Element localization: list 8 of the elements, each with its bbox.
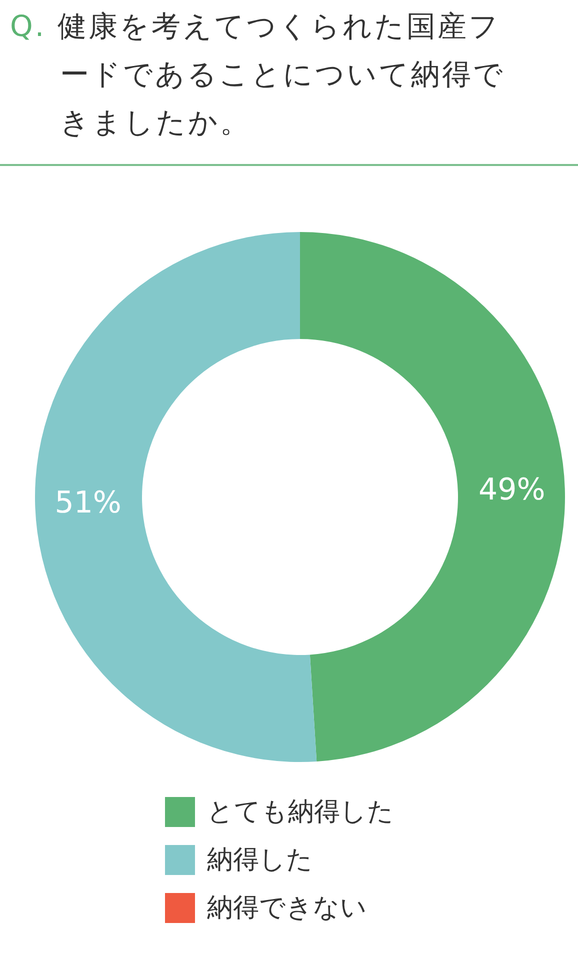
donut-slice xyxy=(35,232,317,762)
legend-label: 納得した xyxy=(207,845,313,875)
legend-label: とても納得した xyxy=(207,797,394,827)
data-label: 51% xyxy=(54,486,122,521)
legend-label: 納得できない xyxy=(207,893,367,923)
chart-title: Q. 健康を考えてつくられた国産フードであることについて納得できましたか。 xyxy=(10,8,506,141)
donut-slice xyxy=(300,232,565,762)
data-label: 49% xyxy=(478,472,546,508)
